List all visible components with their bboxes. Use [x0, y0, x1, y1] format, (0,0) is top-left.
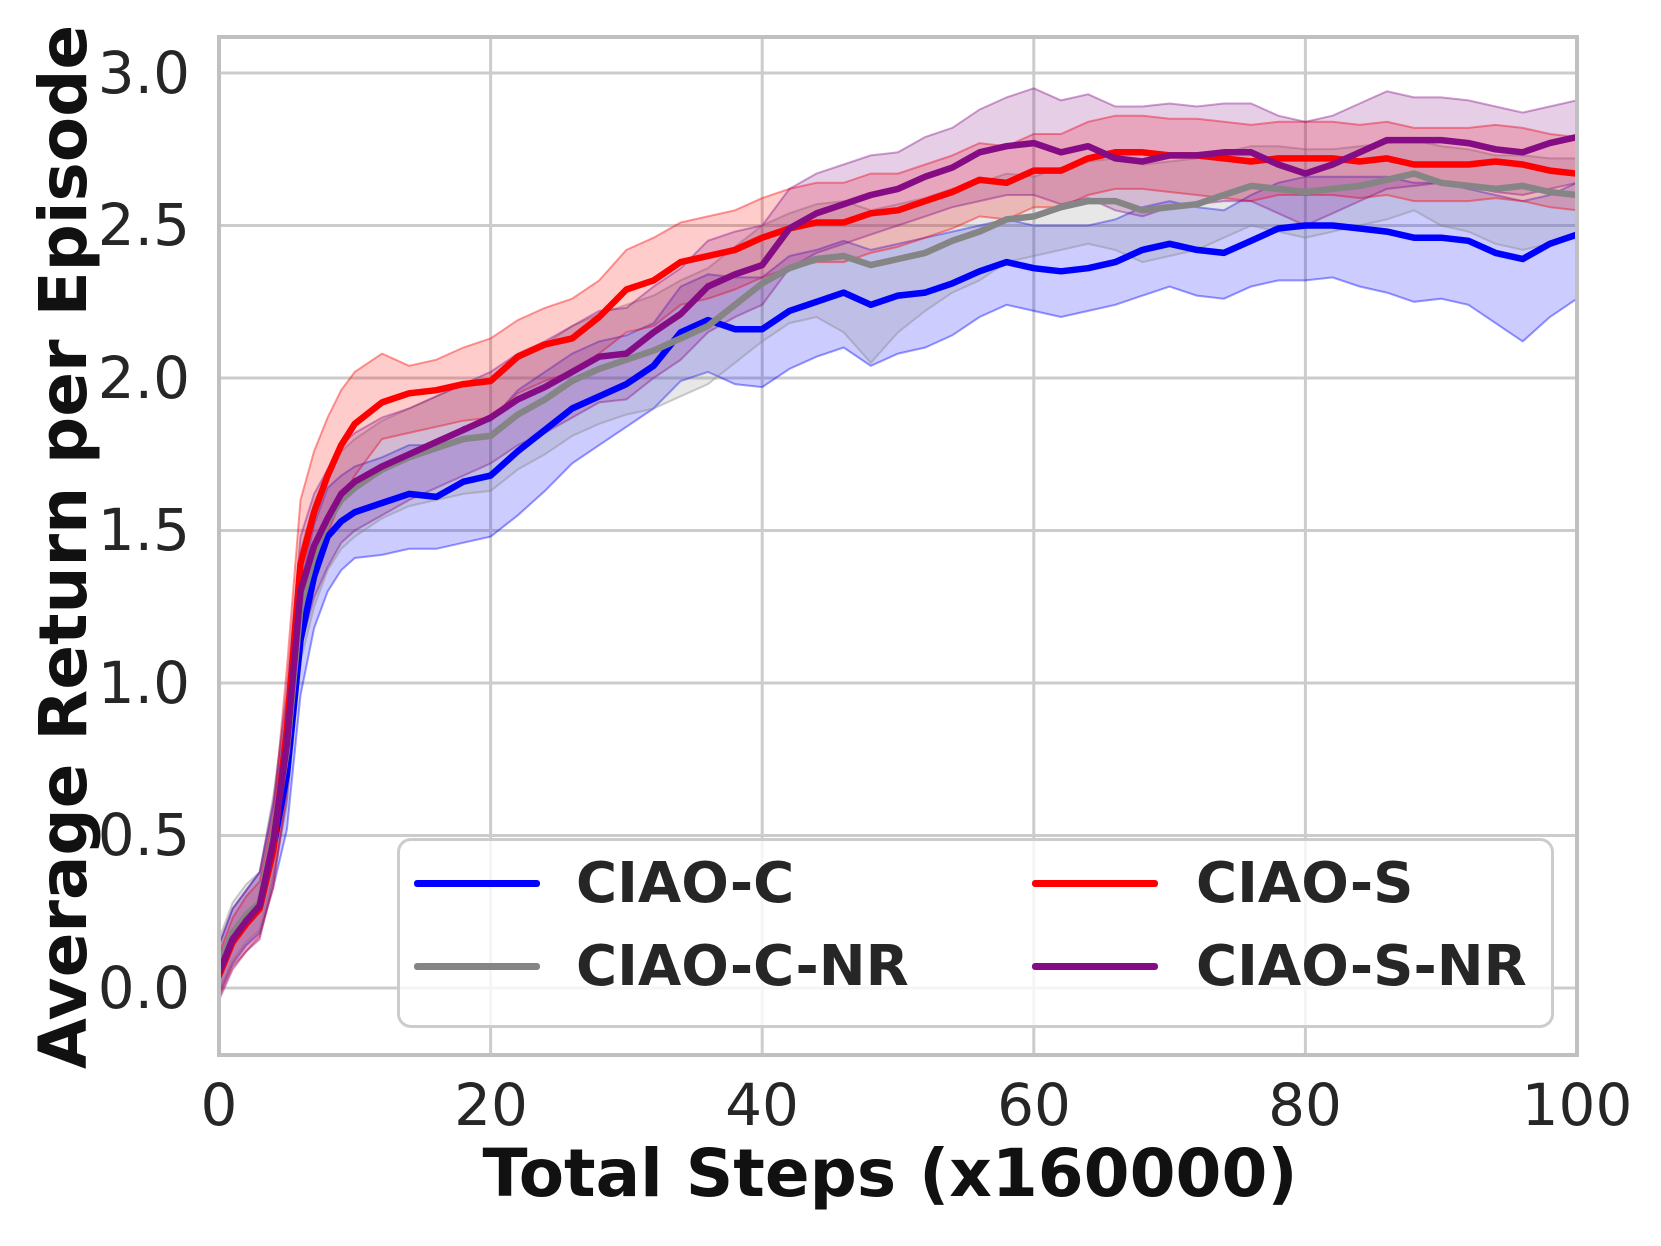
x-tick-label: 80	[1268, 1071, 1342, 1139]
series-lines	[219, 133, 1577, 980]
legend-label-ciao-s: CIAO-S	[1196, 851, 1414, 916]
line-ciao-s-nr	[219, 133, 1577, 977]
legend-label-ciao-c: CIAO-C	[576, 851, 795, 916]
legend	[397, 838, 1554, 1028]
y-tick-label: 2.5	[97, 191, 190, 259]
band-ciao-c-nr	[219, 139, 1577, 992]
legend-line-ciao-s-nr	[1032, 963, 1158, 970]
y-tick-label: 1.0	[97, 649, 190, 717]
legend-label-ciao-s-nr: CIAO-S-NR	[1196, 934, 1527, 999]
legend-line-ciao-c-nr	[414, 963, 540, 970]
x-tick-label: 0	[200, 1071, 238, 1139]
plot-border	[217, 35, 1579, 1057]
y-tick-label: 0.5	[97, 801, 190, 869]
legend-label-ciao-c-nr: CIAO-C-NR	[576, 934, 909, 999]
x-axis-label: Total Steps (x160000)	[482, 1135, 1298, 1212]
legend-line-ciao-s	[1032, 880, 1158, 887]
y-axis-label: Average Return per Episode	[25, 24, 102, 1070]
y-tick-label: 0.0	[97, 954, 190, 1022]
x-tick-label: 40	[725, 1071, 799, 1139]
x-tick-label: 20	[454, 1071, 528, 1139]
y-tick-label: 2.0	[97, 344, 190, 412]
line-ciao-c	[219, 222, 1577, 973]
x-tick-label: 60	[997, 1071, 1071, 1139]
y-tick-label: 3.0	[97, 39, 190, 107]
line-ciao-c-nr	[219, 170, 1577, 970]
y-tick-label: 1.5	[97, 496, 190, 564]
x-tick-label: 100	[1521, 1071, 1633, 1139]
legend-line-ciao-c	[414, 880, 540, 887]
line-ciao-s	[219, 149, 1577, 980]
